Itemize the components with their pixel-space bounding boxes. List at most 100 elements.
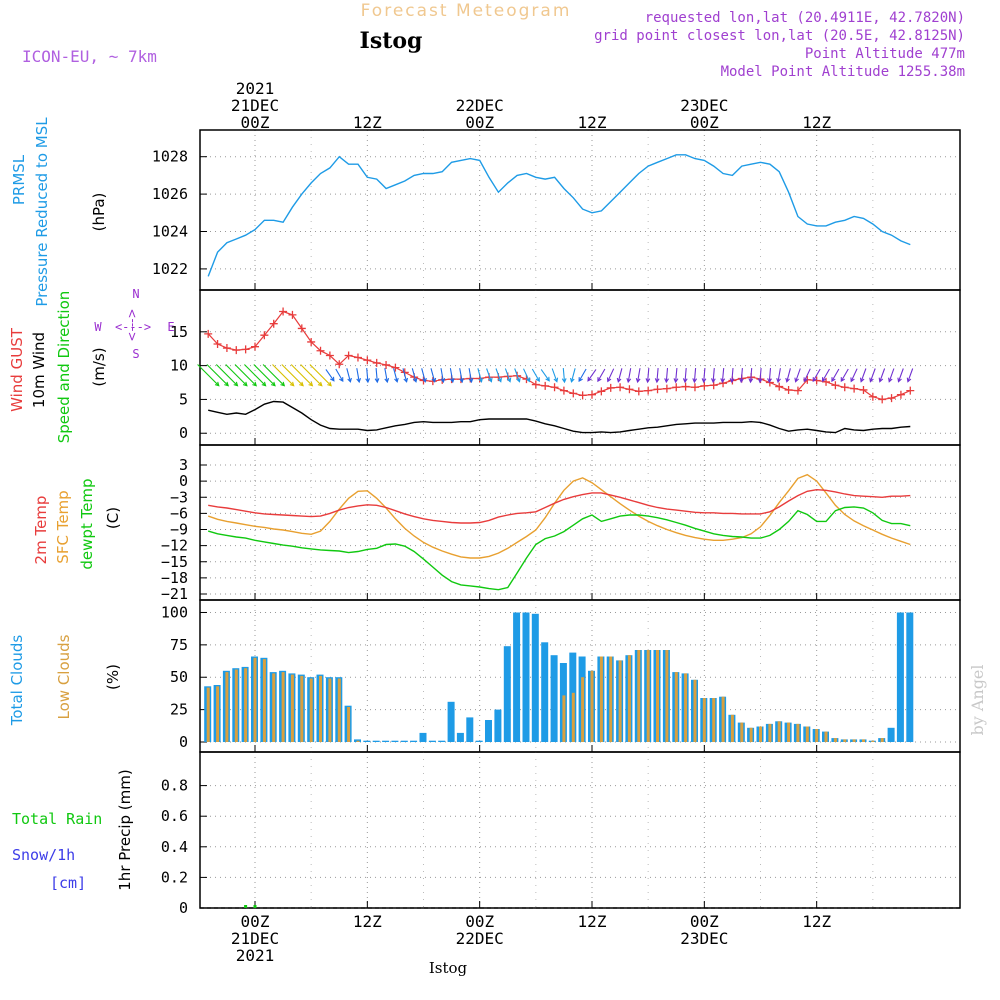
wind-arrow — [587, 369, 597, 382]
temp-2m-label: 2m Temp — [32, 496, 50, 565]
gust-marker — [578, 391, 587, 400]
gust-marker — [307, 337, 316, 346]
wind-arrow — [626, 368, 632, 384]
wind-arrow — [729, 368, 735, 384]
point-altitude-label: Point Altitude 477m — [805, 46, 965, 62]
y-tick-label: 1024 — [152, 223, 188, 241]
low-cloud-bar — [216, 686, 220, 742]
gust-marker — [625, 385, 634, 394]
y-tick-label: 1022 — [152, 260, 188, 278]
top-time-label: 12Z — [578, 113, 607, 132]
wind-arrow — [495, 368, 502, 383]
low-cloud-bar — [562, 695, 566, 742]
grid-pressure — [200, 130, 960, 290]
low-cloud-bar — [347, 707, 351, 742]
gust-marker — [588, 390, 596, 399]
gust-marker — [606, 383, 615, 392]
top-time-label: 21DEC — [231, 96, 279, 115]
temperature-series — [207, 473, 911, 591]
wind-arrow — [411, 368, 418, 383]
total-cloud-bar — [447, 701, 455, 742]
low-cloud-bar — [309, 678, 313, 742]
y-tick-label: 5 — [179, 390, 188, 408]
gust-marker — [372, 358, 381, 367]
wind-arrow — [821, 368, 830, 383]
y-ticks-wind: 0 5 10 15 — [170, 323, 207, 442]
compass-w: W — [94, 320, 102, 334]
low-cloud-bar — [337, 678, 341, 742]
wind-arrow — [739, 368, 744, 384]
low-cloud-bar — [862, 739, 865, 742]
total-cloud-bar — [363, 740, 371, 742]
low-cloud-bar — [356, 740, 360, 742]
gust-marker — [288, 310, 297, 319]
y-tick-label: 3 — [179, 456, 188, 474]
grid-wind — [200, 290, 960, 445]
rain-bar — [253, 905, 257, 908]
wind-arrow — [197, 364, 220, 387]
footer-place: Istog — [429, 959, 468, 977]
bottom-time-label: 23DEC — [680, 929, 728, 948]
panel-frame — [199, 129, 961, 291]
gust-marker — [559, 386, 568, 395]
gust-marker — [644, 386, 653, 395]
wind-arrow — [645, 368, 651, 384]
low-cloud-bar — [281, 672, 285, 742]
chart-title: Forecast Meteogram — [361, 1, 572, 21]
temp-2m-line — [208, 488, 911, 524]
low-cloud-bar — [656, 650, 659, 742]
rain-bar — [244, 905, 248, 908]
panel-labels: PRMSL Pressure Reduced to MSL (hPa) Wind GU… — [8, 117, 175, 892]
low-cloud-bar — [262, 659, 266, 742]
wind-arrow — [477, 368, 483, 383]
total-cloud-bar — [485, 720, 492, 742]
low-cloud-bar — [693, 679, 697, 742]
bottom-time-label: 00Z — [465, 912, 494, 931]
bottom-time-label: 12Z — [802, 912, 831, 931]
gust-marker — [662, 384, 671, 393]
wind-arrow — [253, 364, 276, 387]
wind-dir-label: Speed and Direction — [55, 291, 73, 444]
y-tick-label: 50 — [170, 668, 188, 686]
low-cloud-bar — [225, 672, 229, 742]
low-cloud-bar — [272, 673, 276, 742]
top-time-label: 00Z — [690, 113, 719, 132]
wind-arrow — [710, 368, 716, 384]
wind-arrow — [531, 368, 540, 383]
total-cloud-bar — [466, 717, 474, 742]
pressure-label-2: Pressure Reduced to MSL — [33, 117, 51, 307]
low-cloud-bar — [319, 675, 322, 742]
gust-marker — [887, 394, 896, 403]
low-cloud-bar — [777, 721, 781, 742]
wind-arrow — [402, 368, 409, 383]
watermark: by Angel — [968, 664, 987, 735]
panel-pressure: 1022 1024 1026 1028 — [152, 129, 961, 291]
gust-marker — [344, 351, 353, 360]
gust-marker — [896, 390, 905, 399]
total-cloud-bar — [522, 612, 530, 742]
wind-arrow — [215, 364, 239, 387]
gust-marker — [428, 377, 437, 386]
gust-marker — [906, 386, 915, 395]
total-cloud-bar — [494, 709, 502, 742]
sfc-temp-line — [207, 473, 911, 559]
y-tick-label: 25 — [170, 701, 188, 719]
total-cloud-bar — [372, 740, 380, 742]
wind-arrow — [561, 368, 567, 384]
gust-marker — [232, 346, 241, 355]
low-clouds-label: Low Clouds — [55, 634, 73, 719]
y-ticks-precipitation: 0 0.2 0.4 0.6 0.8 — [161, 777, 207, 917]
low-cloud-bar — [581, 677, 585, 742]
y-tick-label: 1028 — [152, 148, 188, 166]
low-cloud-bar — [833, 738, 837, 742]
gust-marker — [700, 381, 709, 390]
y-ticks-clouds: 0 25 50 75 100 — [161, 603, 207, 751]
wind-arrow — [309, 364, 332, 387]
total-cloud-bar — [541, 642, 549, 742]
low-cloud-bar — [290, 674, 294, 742]
wind-arrow — [281, 364, 304, 387]
wind-arrow — [459, 368, 464, 384]
wind-arrow — [757, 368, 763, 384]
low-cloud-bar — [618, 660, 622, 742]
